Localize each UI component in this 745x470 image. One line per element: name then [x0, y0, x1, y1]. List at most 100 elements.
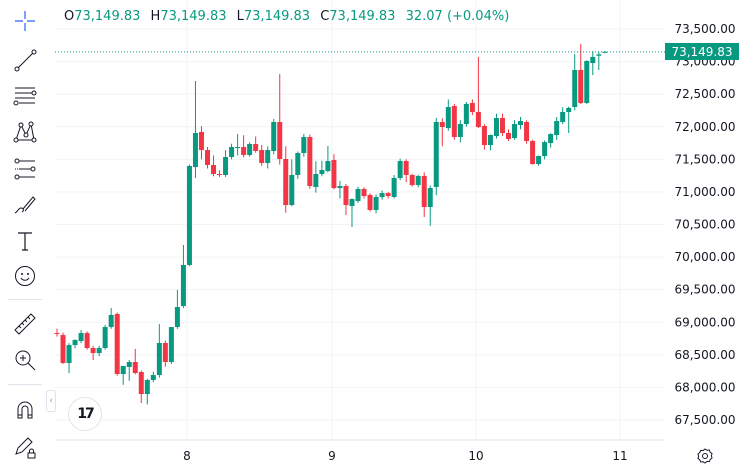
candle	[150, 371, 156, 383]
candle-body	[385, 193, 391, 197]
zoom-in-tool[interactable]	[9, 344, 41, 376]
chart-settings-icon[interactable]	[696, 447, 714, 465]
candle-body	[421, 176, 427, 207]
candle-body	[90, 348, 96, 354]
candles	[54, 43, 608, 405]
candle-body	[126, 362, 132, 367]
crosshair-tool[interactable]	[9, 5, 41, 37]
candle-body	[198, 131, 204, 151]
collapse-toolbar-button[interactable]: ‹	[46, 390, 56, 412]
text-icon	[18, 232, 32, 251]
candle	[548, 133, 554, 148]
zoom-in-icon	[15, 350, 36, 371]
candle-body	[120, 365, 126, 375]
candle-body	[60, 335, 66, 363]
candle-body	[138, 371, 144, 395]
candle	[560, 107, 566, 125]
candle	[590, 51, 596, 76]
prediction-measure-icon	[14, 158, 36, 180]
time-tick-label: 10	[468, 449, 483, 463]
candle-body	[265, 150, 271, 163]
candle	[367, 193, 373, 212]
candle	[72, 339, 78, 349]
candle-body	[331, 159, 337, 189]
candle-body	[397, 161, 403, 178]
candle-body	[433, 121, 439, 187]
candle	[337, 180, 343, 199]
candle	[180, 244, 186, 308]
price-axis: 67,500.00 68,000.00 68,500.00 69,000.00 69,5…	[674, 22, 735, 427]
candle-body	[481, 125, 487, 146]
lock-drawings-tool[interactable]	[9, 431, 41, 463]
pattern-tool[interactable]	[9, 116, 41, 148]
trend-line-icon	[14, 49, 37, 72]
price-tick-label: 73,500.00	[674, 22, 735, 36]
candle	[271, 118, 277, 155]
candle-body	[253, 144, 259, 151]
fib-tool[interactable]	[9, 80, 41, 112]
toolbar-divider	[8, 299, 42, 300]
tradingview-logo[interactable]: 17	[68, 397, 102, 431]
candle	[554, 116, 560, 140]
candle-body	[96, 348, 102, 354]
last-price-tag: 73,149.83	[665, 43, 739, 61]
price-tick-label: 71,500.00	[674, 152, 735, 166]
candle-body	[271, 121, 277, 151]
close-value: 73,149.83	[329, 9, 396, 24]
candle	[542, 140, 548, 160]
candle-body	[566, 107, 572, 113]
ruler-tool[interactable]	[9, 308, 41, 340]
candle	[530, 139, 536, 165]
ohlc-legend: O73,149.83 H73,149.83 L73,149.83 C73,149…	[64, 9, 509, 24]
candle-body	[54, 333, 60, 335]
candle-body	[289, 174, 295, 206]
open-label: O	[64, 9, 75, 24]
candle	[391, 174, 397, 199]
candle	[397, 158, 403, 181]
candle	[211, 155, 217, 177]
price-tick-label: 68,000.00	[674, 380, 735, 394]
candle	[385, 191, 391, 199]
candle-body	[536, 156, 542, 165]
candle-body	[229, 147, 235, 157]
candle-body	[584, 60, 590, 104]
candle	[78, 330, 84, 344]
emoji-tool[interactable]	[9, 260, 41, 292]
candle-body	[560, 112, 566, 122]
candle-body	[235, 147, 241, 149]
candle	[96, 345, 102, 357]
candle	[481, 124, 487, 150]
candle	[451, 103, 457, 140]
prediction-tool[interactable]	[9, 153, 41, 185]
candle-body	[379, 193, 385, 198]
candle-body	[403, 161, 409, 175]
candle	[373, 194, 379, 214]
candle	[536, 155, 542, 166]
candle	[192, 81, 198, 178]
text-tool[interactable]	[9, 225, 41, 257]
candle-body	[530, 141, 536, 165]
brush-tool[interactable]	[9, 189, 41, 221]
candle-body	[313, 174, 319, 187]
price-tick-label: 71,000.00	[674, 185, 735, 199]
candle	[54, 328, 60, 337]
magnet-tool[interactable]	[9, 394, 41, 426]
candle-body	[548, 133, 554, 144]
time-tick-label: 8	[183, 449, 191, 463]
candle-body	[144, 380, 150, 395]
candle	[487, 134, 493, 151]
candle-body	[506, 133, 511, 140]
candle-body	[337, 185, 343, 189]
candle	[138, 370, 144, 404]
candle-body	[409, 174, 415, 186]
logo-mark: 17	[77, 406, 95, 422]
candle	[156, 324, 162, 378]
candle	[229, 143, 235, 160]
candle	[439, 118, 445, 147]
price-tick-label: 70,000.00	[674, 250, 735, 264]
candle-body	[512, 124, 518, 139]
candle-body	[84, 333, 90, 349]
trend-line-tool[interactable]	[9, 44, 41, 76]
candle-body	[457, 124, 463, 137]
